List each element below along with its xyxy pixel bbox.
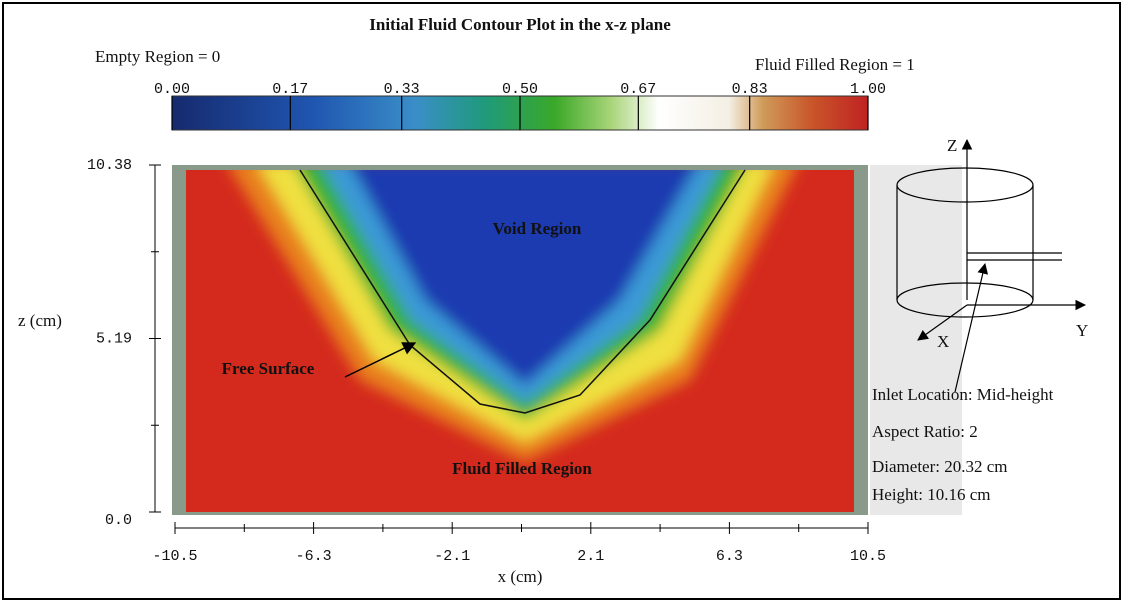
annotation: Free Surface	[222, 359, 315, 378]
contour-bands	[231, 170, 795, 462]
inset-note: Aspect Ratio: 2	[872, 422, 978, 441]
colorbar-tick-label: 0.67	[620, 81, 656, 98]
x-tick-label: -6.3	[296, 548, 332, 565]
colorbar-low-label: Empty Region = 0	[95, 47, 220, 66]
inset-note: Inlet Location: Mid-height	[872, 385, 1054, 404]
inset-note: Height: 10.16 cm	[872, 485, 991, 504]
colorbar-tick-label: 0.17	[272, 81, 308, 98]
x-tick-label: 2.1	[577, 548, 604, 565]
inset-axis-label: Z	[947, 136, 957, 155]
x-tick-label: 6.3	[716, 548, 743, 565]
x-axis-label: x (cm)	[498, 567, 543, 586]
colorbar-tick-label: 0.00	[154, 81, 190, 98]
y-tick-label: 0.0	[105, 512, 132, 529]
cylinder	[896, 138, 1087, 393]
inset-note: Diameter: 20.32 cm	[872, 457, 1008, 476]
x-tick-label: -2.1	[434, 548, 470, 565]
arrow	[344, 342, 417, 378]
inset-axis-label: Y	[1076, 321, 1088, 340]
x-tick-label: -10.5	[152, 548, 197, 565]
inset-axis-label: X	[937, 332, 949, 351]
y-tick-label: 5.19	[96, 330, 132, 347]
annotation: Void Region	[493, 219, 582, 238]
colorbar-high-label: Fluid Filled Region = 1	[755, 55, 915, 74]
colorbar-tick-label: 0.50	[502, 81, 538, 98]
band	[353, 170, 695, 385]
x-tick-label: 10.5	[850, 548, 886, 565]
chart-title: Initial Fluid Contour Plot in the x-z pl…	[369, 15, 671, 34]
colorbar-tick-label: 0.83	[732, 81, 768, 98]
colorbar-tick-label: 0.33	[384, 81, 420, 98]
inset-panel	[870, 165, 962, 515]
annotation: Fluid Filled Region	[452, 459, 592, 478]
y-axis-label: z (cm)	[18, 311, 62, 330]
colorbar-tick-label: 1.00	[850, 81, 886, 98]
y-tick-label: 10.38	[87, 157, 132, 174]
